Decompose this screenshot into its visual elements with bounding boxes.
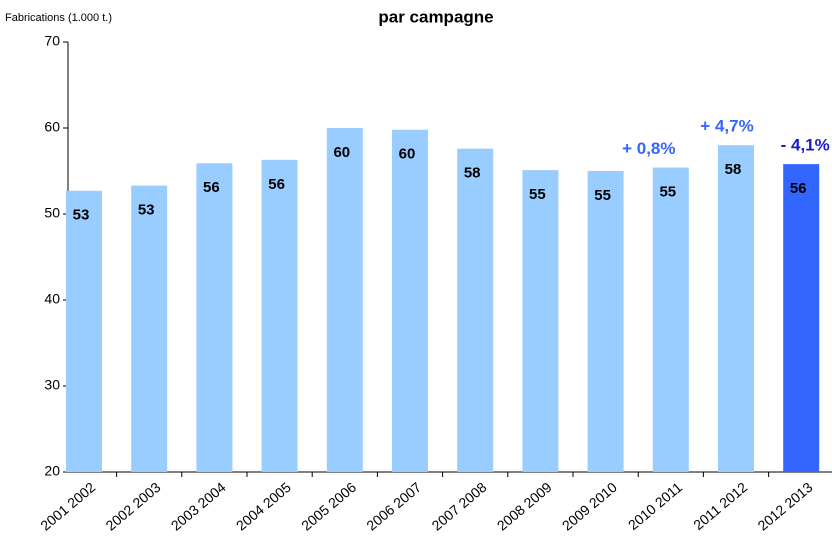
value-label: 56: [203, 179, 220, 196]
value-label: 58: [464, 165, 481, 182]
y-tick-label: 60: [44, 119, 60, 135]
y-tick-label: 50: [44, 205, 60, 221]
y-tick-label: 20: [44, 463, 60, 479]
x-tick-label: 2011 2012: [690, 479, 750, 533]
value-label: 55: [529, 186, 546, 203]
bar: [131, 185, 168, 472]
bar: [457, 148, 494, 472]
value-label: 56: [268, 176, 285, 193]
chart-title: par campagne: [378, 7, 493, 26]
value-label: 55: [594, 187, 611, 204]
x-tick-label: 2001 2002: [37, 479, 98, 534]
value-label: 53: [138, 202, 155, 219]
annotation: + 0,8%: [622, 139, 675, 158]
value-label: 56: [790, 180, 807, 197]
bar: [718, 145, 754, 472]
bar: [261, 159, 298, 472]
bar: [587, 171, 624, 472]
y-axis-label: Fabrications (1.000 t.): [5, 12, 112, 24]
value-label: 60: [399, 146, 416, 163]
bar: [196, 163, 233, 472]
y-tick-label: 70: [44, 33, 60, 49]
x-tick-label: 2008 2009: [494, 479, 555, 534]
x-tick-label: 2004 2005: [233, 479, 294, 534]
x-tick-label: 2007 2008: [429, 479, 490, 534]
x-tick-label: 2005 2006: [298, 479, 359, 534]
y-tick-label: 30: [44, 377, 60, 393]
bar: [522, 170, 559, 472]
x-tick-label: 2009 2010: [559, 479, 620, 534]
bar: [66, 190, 102, 472]
x-tick-label: 2012 2013: [755, 479, 816, 534]
x-tick-label: 2010 2011: [625, 479, 685, 533]
y-tick-label: 40: [44, 291, 60, 307]
value-label: 53: [73, 207, 90, 224]
bar: [652, 167, 689, 472]
value-label: 55: [659, 184, 676, 201]
annotation: - 4,1%: [781, 136, 830, 155]
bar: [783, 164, 820, 472]
bar: [392, 129, 428, 472]
value-label: 58: [725, 161, 742, 178]
value-label: 60: [333, 144, 350, 161]
bar: [326, 128, 363, 472]
x-tick-label: 2003 2004: [168, 479, 229, 534]
x-tick-label: 2002 2003: [103, 479, 164, 534]
x-tick-label: 2006 2007: [363, 479, 424, 534]
annotation: + 4,7%: [700, 117, 753, 136]
